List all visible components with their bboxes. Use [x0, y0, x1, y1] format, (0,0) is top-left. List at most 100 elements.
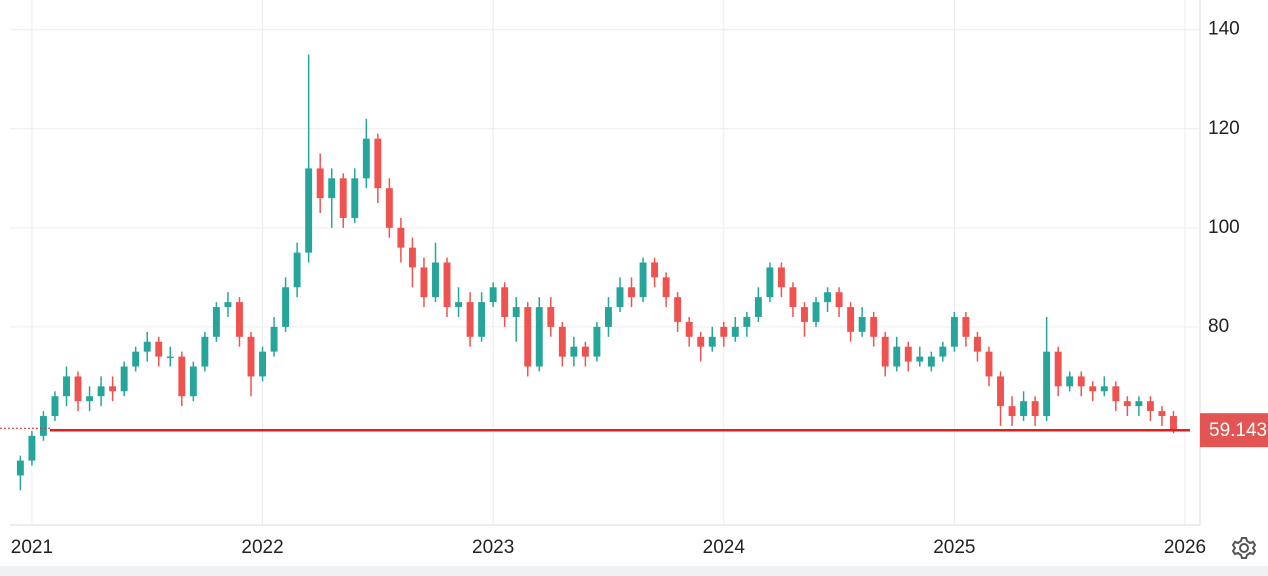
candle-body — [754, 297, 762, 317]
y-tick-label: 100 — [1208, 217, 1240, 238]
last-price-label: 59.143 — [1209, 420, 1267, 441]
candle-body — [639, 262, 647, 298]
x-tick-label: 2024 — [703, 537, 746, 558]
candle-body — [973, 336, 981, 352]
candle-body — [1008, 406, 1016, 417]
candle-body — [685, 321, 693, 337]
candle-body — [674, 297, 682, 322]
last-price-badge — [1200, 413, 1268, 448]
y-tick-label: 80 — [1208, 316, 1229, 337]
candle-body — [143, 341, 151, 352]
candle-body — [524, 307, 532, 367]
candle-body — [455, 302, 463, 308]
candle-body — [581, 346, 589, 357]
candle-body — [743, 316, 751, 327]
candle-body — [132, 351, 140, 367]
candle-body — [178, 356, 186, 397]
candle-body — [362, 138, 370, 179]
candle-body — [835, 292, 843, 308]
candle-body — [789, 287, 797, 308]
candle-body — [1089, 386, 1097, 392]
candle-body — [201, 336, 209, 367]
candle-body — [662, 277, 670, 298]
candle-body — [558, 326, 566, 357]
candle-body — [247, 336, 255, 377]
candle-body — [397, 227, 405, 248]
candle-body — [1031, 401, 1039, 417]
candle-body — [39, 416, 47, 436]
candle-body — [1054, 351, 1062, 387]
candle-body — [120, 366, 128, 392]
candle-body — [236, 302, 243, 337]
candle-body — [351, 178, 359, 218]
candle-body — [720, 326, 728, 337]
x-tick-label: 2025 — [933, 537, 975, 558]
candle-body — [870, 316, 878, 337]
candle-body — [916, 356, 924, 362]
candle-body — [1077, 376, 1085, 387]
y-tick-label: 120 — [1208, 118, 1240, 139]
candle-body — [801, 307, 808, 322]
candle-body — [628, 287, 635, 298]
candle-body — [766, 267, 774, 298]
candle-body — [512, 307, 520, 317]
candle-body — [1020, 401, 1028, 417]
candle-body — [616, 287, 624, 308]
candle-body — [166, 356, 174, 359]
candle-body — [593, 326, 601, 357]
candle-body — [997, 376, 1004, 407]
candle-body — [1066, 376, 1074, 387]
candle-body — [535, 307, 543, 367]
candle-body — [420, 267, 428, 298]
candle-body — [466, 302, 474, 337]
x-tick-label: 2022 — [241, 537, 283, 558]
candle-body — [259, 351, 266, 377]
candle-body — [212, 307, 220, 337]
candle-body — [51, 396, 59, 417]
candle-body — [305, 168, 313, 253]
candle-body — [708, 336, 716, 347]
x-tick-label: 2023 — [472, 537, 514, 558]
settings-icon[interactable] — [1231, 537, 1257, 559]
candle-body — [847, 307, 855, 332]
bottom-bar — [0, 566, 1268, 576]
candle-body — [939, 346, 947, 357]
candle-body — [97, 386, 105, 397]
candle-body — [1100, 386, 1108, 392]
candle-body — [1146, 401, 1154, 412]
candle-body — [189, 366, 197, 397]
candle-body — [697, 336, 705, 347]
candle-body — [1158, 411, 1166, 417]
candle-body — [270, 326, 278, 352]
candle-body — [858, 316, 866, 332]
candle-body — [501, 287, 509, 317]
candle-body — [155, 341, 163, 357]
candle-body — [16, 460, 24, 476]
candle-body — [385, 188, 393, 228]
candle-body — [962, 316, 970, 337]
candle-body — [374, 138, 382, 189]
candle-body — [86, 396, 94, 402]
candle-body — [1135, 401, 1143, 407]
candle-body — [63, 376, 70, 397]
candle-body — [328, 178, 336, 199]
candle-body — [1123, 401, 1131, 407]
candle-body — [1043, 351, 1051, 417]
candle-body — [950, 316, 958, 347]
candle-body — [731, 326, 739, 337]
candle-body — [28, 435, 36, 461]
candle-body — [904, 346, 912, 362]
candle-body — [74, 376, 82, 402]
candle-body — [881, 336, 889, 367]
candle-body — [812, 302, 820, 322]
candle-body — [651, 262, 659, 278]
candle-body — [432, 262, 439, 298]
plot-area: 80 100 120 140 2021 2022 2023 2024 2025 2026 59.14… — [0, 0, 1268, 558]
candle-body — [282, 287, 290, 327]
candle-body — [985, 351, 993, 377]
candle-body — [478, 302, 486, 337]
candle-body — [570, 346, 578, 357]
candle-body — [824, 292, 832, 303]
candle-body — [1170, 416, 1177, 431]
candle-body — [339, 178, 347, 218]
